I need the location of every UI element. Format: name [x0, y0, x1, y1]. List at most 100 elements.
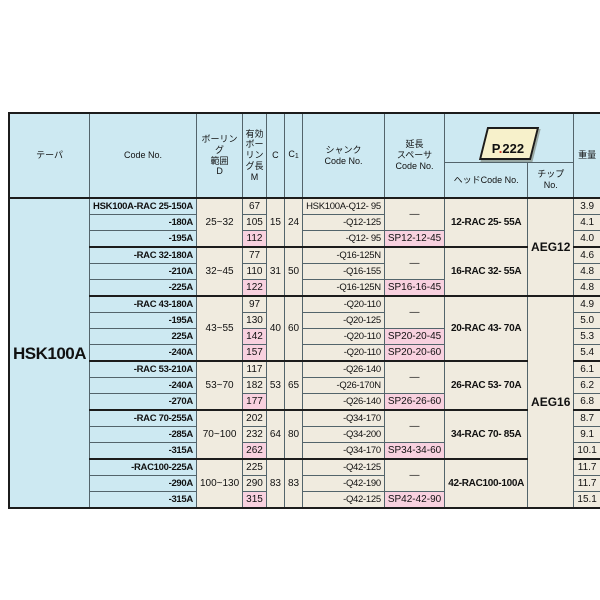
spacer-code-cell: SP20-20-60	[383, 344, 446, 362]
weight-cell: 4.0	[573, 230, 600, 248]
shank-code-cell: -Q26-140	[302, 393, 385, 411]
code-cell: -RAC100-225A	[89, 458, 197, 477]
shank-code-cell: -Q26-170N	[302, 377, 385, 395]
weight-cell: 5.3	[573, 328, 600, 346]
page-ref-badge: P.222	[478, 126, 540, 161]
c-cell: 40	[265, 295, 285, 362]
code-cell: 225A	[89, 328, 197, 346]
code-cell: -315A	[89, 491, 197, 509]
code-cell: -195A	[89, 230, 197, 248]
table-row: -210A 110 -Q16-155 4.8	[9, 263, 600, 281]
badge-number: 222	[502, 140, 525, 156]
effective-length-cell: 110	[242, 263, 267, 281]
shank-code-cell: -Q16-125N	[302, 246, 385, 265]
c1-cell: 50	[283, 246, 304, 297]
boring-range-cell: 25~32	[195, 197, 244, 248]
tip-no-cell: AEG12	[527, 197, 575, 297]
header-boring-range: ボーリング 範囲 D	[195, 112, 244, 199]
table-row: -225A 122 -Q16-125N SP16-16-45 4.8 2	[9, 279, 600, 297]
effective-length-cell: 67	[242, 197, 267, 216]
effective-length-cell: 105	[242, 214, 267, 232]
header-c1-base: C	[288, 149, 295, 160]
weight-cell: 10.1	[573, 442, 600, 460]
weight-cell: 6.8	[573, 393, 600, 411]
weight-cell: 6.1	[573, 360, 600, 379]
shank-code-cell: -Q20-125	[302, 312, 385, 330]
header-c: C	[265, 112, 285, 199]
table-row: -195A 112 -Q12- 95 SP12-12-45 4.0 2	[9, 230, 600, 248]
head-code-cell: 42-RAC100-100A	[444, 458, 529, 509]
shank-code-cell: -Q34-170	[302, 409, 385, 428]
spacer-code-cell: SP12-12-45	[383, 230, 446, 248]
table-row: -180A 105 -Q12-125 4.1	[9, 214, 600, 232]
effective-length-cell: 225	[242, 458, 267, 477]
table-row: -315A 262 -Q34-170 SP34-34-60 10.1 2	[9, 442, 600, 460]
weight-cell: 4.9	[573, 295, 600, 314]
boring-range-cell: 100~130	[195, 458, 244, 509]
spacer-code-cell: —	[383, 458, 446, 493]
weight-cell: 4.1	[573, 214, 600, 232]
header-row-main: テーパ Code No. ボーリング 範囲 D 有効 ボーリング長 M C C1…	[8, 112, 600, 199]
page-ref-text: P.222	[492, 141, 524, 157]
weight-cell: 8.7	[573, 409, 600, 428]
boring-range-cell: 32~45	[195, 246, 244, 297]
table-header: テーパ Code No. ボーリング 範囲 D 有効 ボーリング長 M C C1…	[8, 112, 600, 199]
taper-cell: HSK100A	[8, 197, 91, 509]
shank-code-cell: -Q34-170	[302, 442, 385, 460]
boring-range-cell: 53~70	[195, 360, 244, 411]
header-taper: テーパ	[8, 112, 91, 199]
c1-cell: 24	[283, 197, 304, 248]
head-code-cell: 20-RAC 43- 70A	[444, 295, 529, 362]
code-cell: -240A	[89, 344, 197, 362]
effective-length-cell: 77	[242, 246, 267, 265]
header-tip-no: チップ No.	[527, 162, 575, 199]
code-cell: -RAC 32-180A	[89, 246, 197, 265]
effective-length-cell: 122	[242, 279, 267, 297]
code-cell: -195A	[89, 312, 197, 330]
c1-cell: 83	[283, 458, 304, 509]
weight-cell: 11.7	[573, 475, 600, 493]
table-row: -RAC 32-180A 32~45 77 31 50 -Q16-125N — …	[9, 246, 600, 297]
code-cell: -225A	[89, 279, 197, 297]
effective-length-cell: 202	[242, 409, 267, 428]
effective-length-cell: 182	[242, 377, 267, 395]
shank-code-cell: -Q12- 95	[302, 230, 385, 248]
spacer-code-cell: SP26-26-60	[383, 393, 446, 411]
spacer-code-cell: SP16-16-45	[383, 279, 446, 297]
spec-table: テーパ Code No. ボーリング 範囲 D 有効 ボーリング長 M C C1…	[8, 112, 600, 510]
shank-code-cell: -Q42-190	[302, 475, 385, 493]
c1-cell: 65	[283, 360, 304, 411]
shank-code-cell: HSK100A-Q12- 95	[302, 197, 385, 216]
weight-cell: 5.4	[573, 344, 600, 362]
table-row: -240A 157 -Q20-110 SP20-20-60 5.4	[9, 344, 600, 362]
table-row: -240A 182 -Q26-170N 6.2	[9, 377, 600, 395]
table-row: HSK100A HSK100A-RAC 25-150A 25~32 67 15 …	[8, 197, 600, 509]
table-row: -RAC100-225A 100~130 225 83 83 -Q42-125 …	[9, 458, 600, 509]
c-cell: 64	[265, 409, 285, 460]
c1-cell: 80	[283, 409, 304, 460]
shank-code-cell: -Q20-110	[302, 344, 385, 362]
spacer-code-cell: —	[383, 246, 446, 281]
effective-length-cell: 157	[242, 344, 267, 362]
effective-length-cell: 232	[242, 426, 267, 444]
header-code-no: Code No.	[89, 112, 197, 199]
c-cell: 83	[265, 458, 285, 509]
weight-cell: 4.8	[573, 279, 600, 297]
effective-length-cell: 177	[242, 393, 267, 411]
head-code-cell: 16-RAC 32- 55A	[444, 246, 529, 297]
code-cell: -RAC 70-255A	[89, 409, 197, 428]
shank-code-cell: -Q42-125	[302, 491, 385, 509]
c-cell: 15	[265, 197, 285, 248]
code-cell: -RAC 53-210A	[89, 360, 197, 379]
weight-cell: 5.0	[573, 312, 600, 330]
effective-length-cell: 315	[242, 491, 267, 509]
spacer-code-cell: —	[383, 360, 446, 395]
shank-code-cell: -Q16-155	[302, 263, 385, 281]
table-row: -RAC 43-180A 43~55 97 40 60 -Q20-110 — 2…	[9, 295, 600, 509]
weight-cell: 11.7	[573, 458, 600, 477]
c-cell: 31	[265, 246, 285, 297]
head-code-cell: 34-RAC 70- 85A	[444, 409, 529, 460]
effective-length-cell: 117	[242, 360, 267, 379]
shank-code-cell: -Q20-110	[302, 328, 385, 346]
